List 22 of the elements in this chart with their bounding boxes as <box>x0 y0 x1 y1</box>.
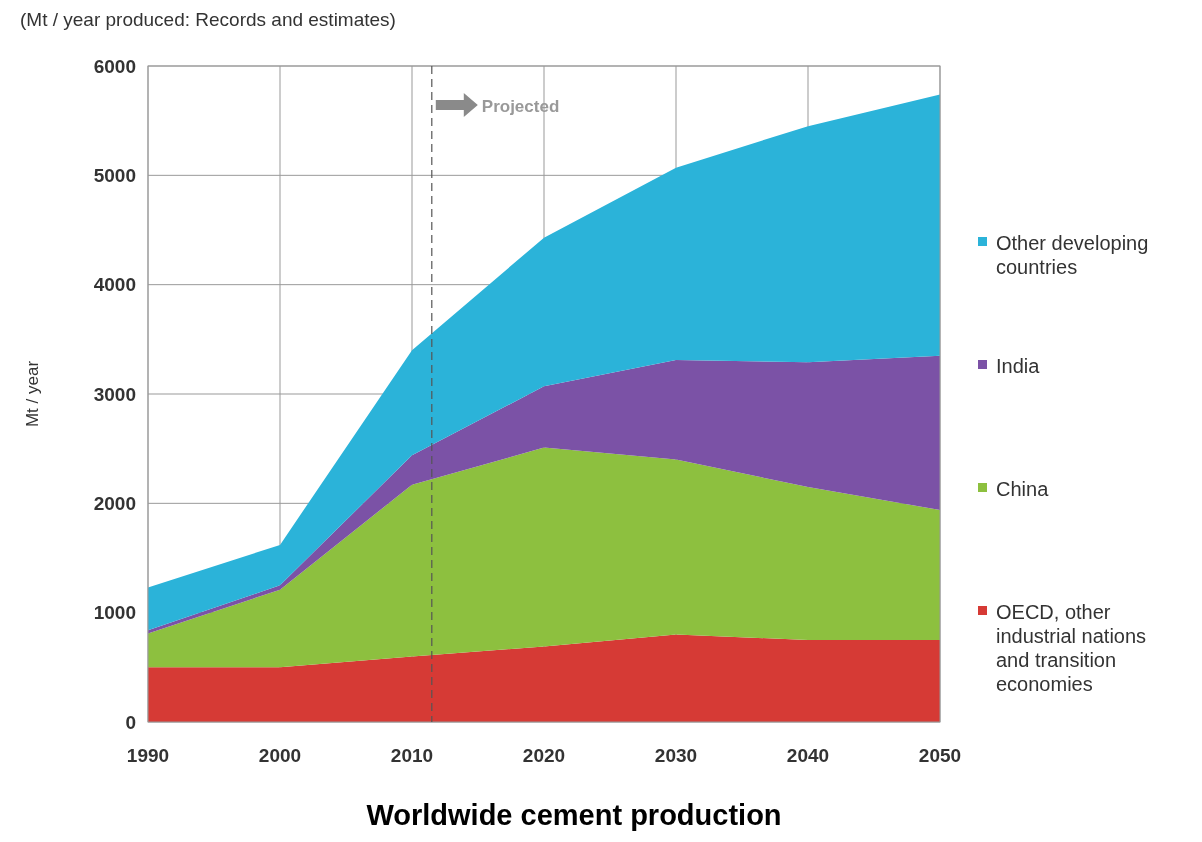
y-tick-label: 1000 <box>93 602 136 624</box>
x-tick-label: 2040 <box>786 745 830 766</box>
y-tick-label: 0 <box>125 711 136 733</box>
legend-label: India <box>996 355 1041 377</box>
y-tick-label: 6000 <box>93 55 136 77</box>
chart-subtitle: (Mt / year produced: Records and estimates) <box>20 9 396 30</box>
x-tick-label: 2050 <box>918 745 962 766</box>
legend-label: OECD, other industrial nations and transition economies <box>996 601 1147 695</box>
y-tick-label: 2000 <box>93 492 136 514</box>
y-tick-label: 3000 <box>93 383 136 405</box>
y-axis-title: Mt / year <box>23 360 42 428</box>
legend-label: Other developing countries <box>996 232 1149 278</box>
x-tick-label: 2000 <box>258 745 302 766</box>
x-tick-label: 2010 <box>390 745 434 766</box>
y-tick-label: 4000 <box>93 274 136 296</box>
text: Worldwide cement production <box>366 799 782 831</box>
legend-label: China <box>996 478 1050 500</box>
x-tick-label: 2020 <box>522 745 566 766</box>
ref-line-label: Projected <box>481 97 560 116</box>
x-tick-label: 1990 <box>126 745 170 766</box>
y-tick-label: 5000 <box>93 164 136 186</box>
x-tick-label: 2030 <box>654 745 698 766</box>
